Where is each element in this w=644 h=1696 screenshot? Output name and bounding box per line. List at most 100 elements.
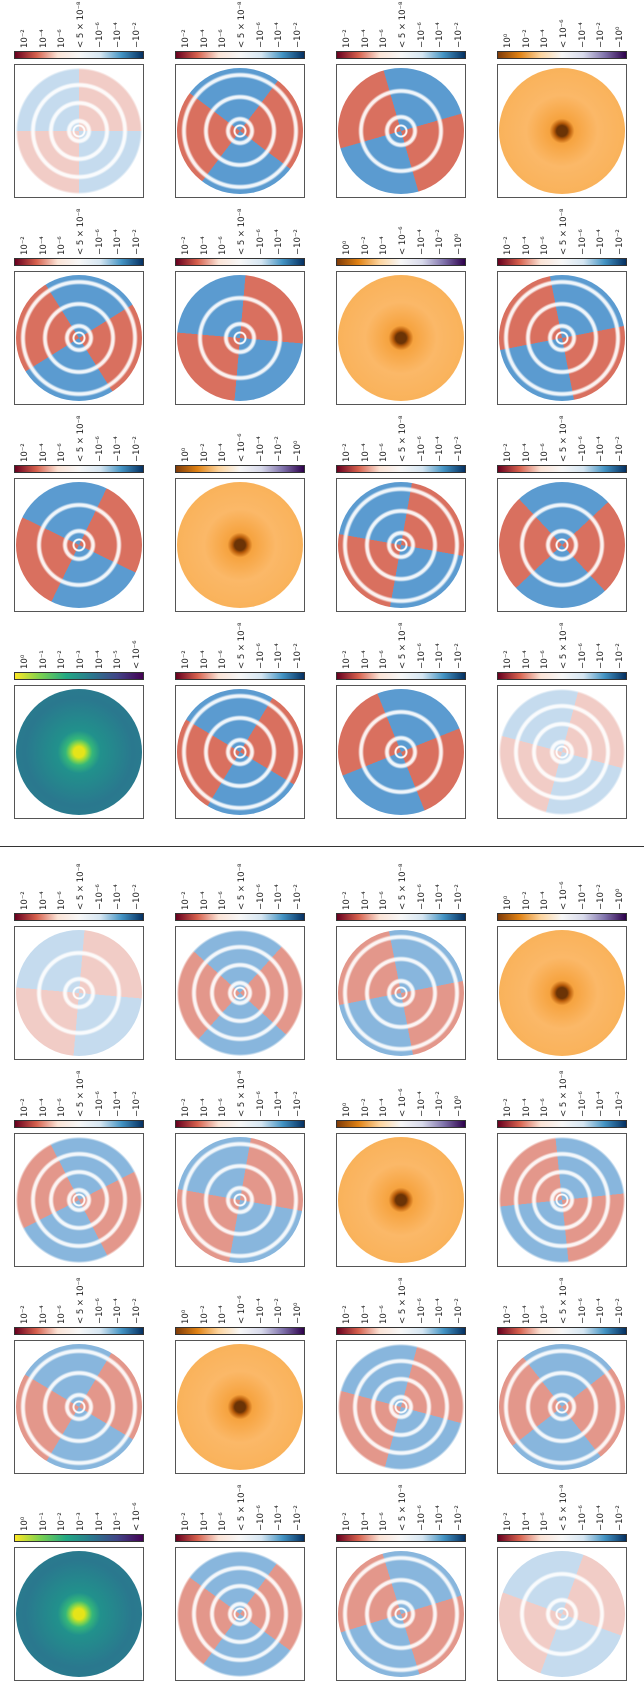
colorbar [175, 913, 305, 921]
colorbar [175, 1120, 305, 1128]
colorbar-tick-label: −10⁻⁴ [274, 1505, 285, 1531]
colorbar-tick-label: −10⁻⁴ [113, 436, 124, 462]
colorbar-tick-label: −10⁻⁶ [577, 1505, 588, 1531]
colorbar-tick-label: 10⁻² [342, 650, 353, 669]
colorbar-tick-label: 10⁻⁶ [540, 650, 551, 669]
colorbar-tick-label: −10⁻⁶ [577, 229, 588, 255]
colorbar-tick-label: −10⁻² [131, 22, 142, 48]
colorbar-tick-label: 10⁻² [57, 1512, 68, 1531]
colorbar-tick-label: −10⁻⁶ [255, 22, 266, 48]
colorbar-tick-label: 10⁻⁴ [199, 236, 210, 255]
colorbar-tick-label: 10⁰ [503, 895, 514, 910]
colorbar-tick-label: 10⁻⁴ [38, 443, 49, 462]
colorbar-tick-label: 10⁻² [57, 650, 68, 669]
colorbar-tick-label: 10⁻⁴ [360, 29, 371, 48]
colorbar-tick-label: 10⁻² [342, 443, 353, 462]
colorbar-tick-label: −10⁻² [614, 229, 625, 255]
colorbar-tick-label: < 5 × 10⁻⁸ [237, 1484, 247, 1531]
field-plot [338, 1344, 464, 1470]
colorbar-tick-label: < 5 × 10⁻⁸ [559, 1484, 569, 1531]
colorbar-tick-label: 10⁻⁵ [113, 1512, 124, 1531]
colorbar-tick-label: −10⁻⁶ [94, 229, 105, 255]
colorbar-tick-label: 10⁻⁶ [540, 1305, 551, 1324]
colorbar-tick-label: 10⁻² [181, 891, 192, 910]
field-plot [177, 1551, 303, 1677]
colorbar-tick-label: −10⁻⁶ [255, 1091, 266, 1117]
colorbar-tick-label: −10⁻⁴ [274, 884, 285, 910]
colorbar-tick-label: 10⁻⁵ [113, 650, 124, 669]
colorbar-tick-label: 10⁻⁶ [540, 236, 551, 255]
field-plot [338, 482, 464, 608]
field-plot [16, 68, 142, 194]
colorbar [14, 258, 144, 266]
colorbar-tick-label: −10⁻⁴ [416, 229, 427, 255]
field-plot [499, 275, 625, 401]
colorbar-tick-label: 10⁻⁴ [521, 1305, 532, 1324]
colorbar-tick-label: 10⁻² [503, 1098, 514, 1117]
colorbar-tick-label: 10⁻⁶ [218, 1098, 229, 1117]
colorbar-tick-label: 10⁻⁴ [38, 29, 49, 48]
colorbar-tick-label: −10⁻² [292, 229, 303, 255]
colorbar-tick-label: < 10⁻⁶ [131, 640, 142, 669]
colorbar-tick-label: 10⁻⁴ [38, 1305, 49, 1324]
colorbar-tick-label: −10⁰ [292, 440, 303, 462]
colorbar-tick-label: 10⁻⁶ [57, 29, 68, 48]
colorbar [497, 465, 627, 473]
colorbar-tick-label: −10⁻² [131, 229, 142, 255]
colorbar [175, 672, 305, 680]
colorbar-tick-label: −10⁻² [453, 1505, 464, 1531]
colorbar-tick-label: 10⁰ [342, 240, 353, 255]
colorbar-tick-label: −10⁻⁴ [596, 643, 607, 669]
colorbar-tick-label: −10⁻⁴ [596, 436, 607, 462]
colorbar [14, 672, 144, 680]
colorbar-tick-label: −10⁻² [453, 1298, 464, 1324]
colorbar-tick-label: −10⁻² [614, 1091, 625, 1117]
colorbar-tick-label: −10⁻² [453, 643, 464, 669]
panel-frame [497, 685, 627, 819]
colorbar-tick-label: −10⁻⁴ [435, 884, 446, 910]
colorbar-tick-label: −10⁻⁴ [435, 643, 446, 669]
colorbar-tick-label: −10⁻⁶ [94, 22, 105, 48]
colorbar-tick-label: −10⁻⁴ [274, 1091, 285, 1117]
colorbar-tick-label: < 5 × 10⁻⁸ [559, 208, 569, 255]
colorbar-tick-label: < 10⁻⁶ [237, 433, 247, 462]
colorbar-tick-label: −10⁻⁴ [113, 229, 124, 255]
colorbar-tick-label: < 5 × 10⁻⁸ [559, 1277, 569, 1324]
colorbar-tick-label: 10⁻⁶ [379, 1305, 390, 1324]
colorbar-tick-label: < 10⁻⁶ [131, 1502, 142, 1531]
colorbar-tick-label: 10⁻⁶ [540, 443, 551, 462]
colorbar-tick-label: 10⁰ [503, 33, 514, 48]
colorbar-tick-label: −10⁻² [596, 22, 607, 48]
colorbar-tick-label: −10⁻² [274, 436, 285, 462]
colorbar-tick-label: < 5 × 10⁻⁸ [237, 1, 247, 48]
colorbar-tick-label: 10⁻⁶ [379, 1512, 390, 1531]
colorbar-tick-label: < 5 × 10⁻⁸ [559, 622, 569, 669]
colorbar-tick-label: < 5 × 10⁻⁸ [398, 415, 408, 462]
colorbar-tick-label: −10⁻⁶ [416, 884, 427, 910]
colorbar-tick-label: 10⁻⁶ [57, 236, 68, 255]
colorbar-tick-label: 10⁻⁴ [540, 891, 551, 910]
colorbar-tick-label: < 5 × 10⁻⁸ [237, 208, 247, 255]
field-plot [499, 1344, 625, 1470]
colorbar-tick-label: < 10⁻⁶ [398, 1088, 408, 1117]
colorbar-tick-label: 10⁻⁴ [360, 650, 371, 669]
colorbar-tick-label: 10⁻¹ [38, 650, 49, 669]
field-plot [499, 1551, 625, 1677]
field-plot [338, 930, 464, 1056]
colorbar [336, 465, 466, 473]
colorbar [336, 1120, 466, 1128]
colorbar-tick-label: 10⁻⁶ [218, 891, 229, 910]
colorbar-tick-label: < 5 × 10⁻⁸ [76, 1, 86, 48]
colorbar-tick-label: 10⁻⁴ [199, 1098, 210, 1117]
colorbar-tick-label: 10⁻² [181, 29, 192, 48]
colorbar-tick-label: −10⁻⁴ [274, 643, 285, 669]
colorbar-tick-label: < 5 × 10⁻⁸ [398, 1, 408, 48]
colorbar-tick-label: −10⁻⁶ [255, 884, 266, 910]
field-plot [499, 689, 625, 815]
colorbar-tick-label: −10⁻⁴ [255, 436, 266, 462]
colorbar-tick-label: −10⁻² [292, 643, 303, 669]
colorbar-tick-label: 10⁻² [342, 891, 353, 910]
colorbar-tick-label: < 10⁻⁶ [398, 226, 408, 255]
colorbar [336, 51, 466, 59]
